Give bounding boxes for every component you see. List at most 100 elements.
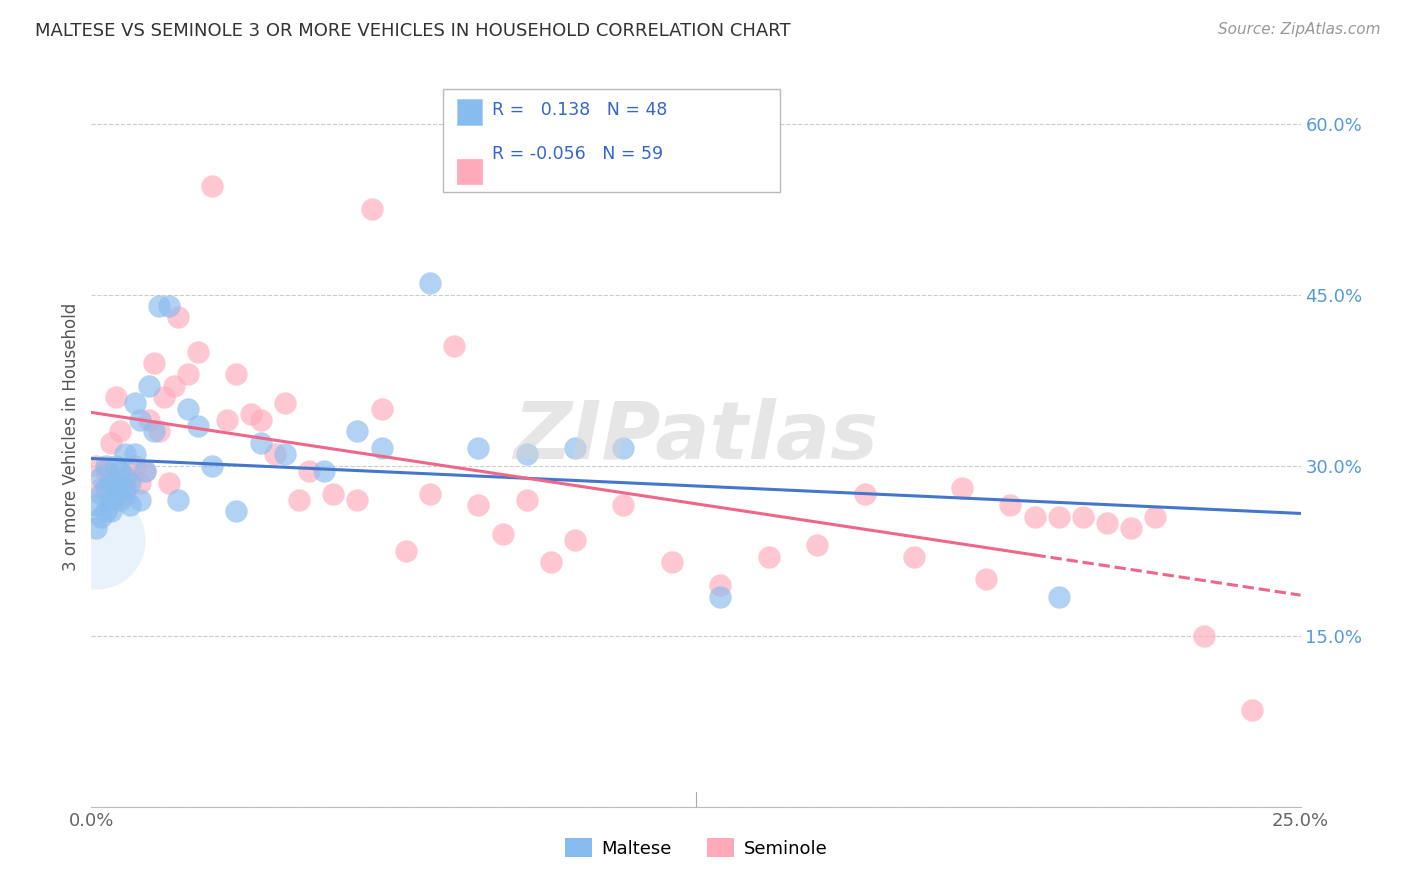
Point <box>1241 703 1264 717</box>
Point <box>104 390 127 404</box>
Point <box>361 202 384 217</box>
Y-axis label: 3 or more Vehicles in Household: 3 or more Vehicles in Household <box>62 303 80 571</box>
Point <box>177 368 200 382</box>
Point <box>225 504 247 518</box>
Point <box>84 458 107 473</box>
Point <box>90 470 112 484</box>
Point <box>100 504 122 518</box>
Point <box>100 475 122 490</box>
Point <box>346 425 368 439</box>
Point <box>516 492 538 507</box>
Point <box>84 499 107 513</box>
Point <box>120 499 142 513</box>
Point <box>467 442 489 456</box>
Point <box>491 527 513 541</box>
Point <box>100 435 122 450</box>
Point <box>264 447 287 461</box>
Point <box>298 464 321 478</box>
Point <box>138 379 160 393</box>
Point <box>564 533 586 547</box>
Point <box>322 487 344 501</box>
Point <box>124 458 146 473</box>
Point <box>346 492 368 507</box>
Point <box>167 492 190 507</box>
Point <box>177 401 200 416</box>
Point <box>104 475 127 490</box>
Text: ZIPatlas: ZIPatlas <box>513 398 879 476</box>
Point <box>1071 509 1094 524</box>
Point <box>94 458 117 473</box>
Legend: Maltese, Seminole: Maltese, Seminole <box>558 831 834 865</box>
Point <box>138 413 160 427</box>
Point <box>903 549 925 564</box>
Text: R =   0.138   N = 48: R = 0.138 N = 48 <box>492 101 668 119</box>
Point <box>114 470 136 484</box>
Point <box>950 481 973 495</box>
Point <box>134 464 156 478</box>
Point <box>467 499 489 513</box>
Point <box>143 425 166 439</box>
Point <box>1121 521 1143 535</box>
Point <box>128 413 150 427</box>
Point <box>1024 509 1046 524</box>
Point <box>370 442 392 456</box>
Point <box>128 475 150 490</box>
Point <box>120 475 142 490</box>
Point <box>94 504 117 518</box>
Point <box>274 447 297 461</box>
Point <box>1047 590 1070 604</box>
Point <box>564 442 586 456</box>
Point <box>240 407 263 421</box>
Point <box>1144 509 1167 524</box>
Point <box>120 470 142 484</box>
Point <box>370 401 392 416</box>
Point <box>162 379 184 393</box>
Point <box>709 590 731 604</box>
Point <box>225 368 247 382</box>
Point <box>114 447 136 461</box>
Point <box>114 487 136 501</box>
Point <box>661 555 683 569</box>
Point <box>516 447 538 461</box>
Point <box>124 396 146 410</box>
Point <box>94 481 117 495</box>
Point <box>1047 509 1070 524</box>
Point <box>104 487 127 501</box>
Point <box>84 533 107 547</box>
Point <box>1095 516 1118 530</box>
Point <box>395 544 418 558</box>
Point <box>148 299 170 313</box>
Point <box>288 492 311 507</box>
Point <box>974 573 997 587</box>
Point <box>94 464 117 478</box>
Point <box>274 396 297 410</box>
Point <box>709 578 731 592</box>
Point <box>215 413 238 427</box>
Point <box>806 538 828 552</box>
Point <box>187 344 209 359</box>
Point <box>1000 499 1022 513</box>
Point <box>201 179 224 194</box>
Point <box>110 481 132 495</box>
Point <box>187 418 209 433</box>
Point <box>157 299 180 313</box>
Point <box>90 487 112 501</box>
Point <box>134 464 156 478</box>
Point <box>612 442 634 456</box>
Point <box>148 425 170 439</box>
Point <box>114 481 136 495</box>
Point <box>143 356 166 370</box>
Point <box>124 447 146 461</box>
Point <box>1192 629 1215 643</box>
Point <box>128 492 150 507</box>
Text: Source: ZipAtlas.com: Source: ZipAtlas.com <box>1218 22 1381 37</box>
Point <box>104 458 127 473</box>
Point <box>110 492 132 507</box>
Point <box>167 310 190 325</box>
Point <box>153 390 176 404</box>
Point <box>612 499 634 513</box>
Point <box>312 464 335 478</box>
Text: R = -0.056   N = 59: R = -0.056 N = 59 <box>492 145 664 163</box>
Point <box>249 435 271 450</box>
Point <box>419 487 441 501</box>
